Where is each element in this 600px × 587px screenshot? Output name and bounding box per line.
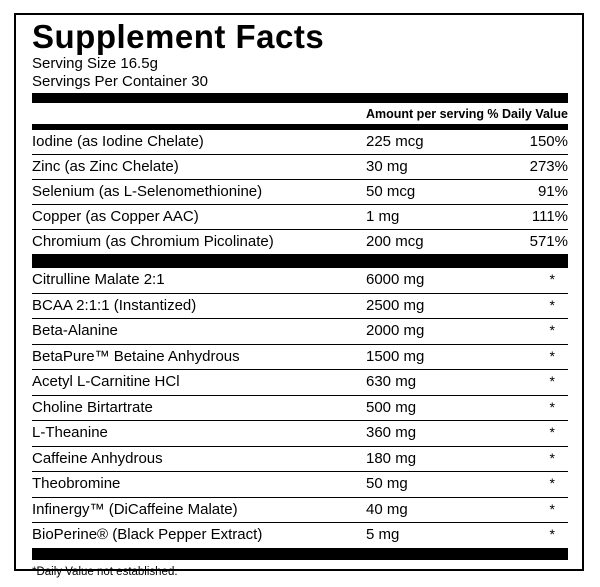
ingredient-daily-value: 273%	[529, 158, 568, 175]
ingredient-row: Caffeine Anhydrous 180 mg *	[32, 447, 568, 472]
ingredient-daily-value: *	[549, 373, 555, 389]
ingredient-daily-value: 571%	[529, 233, 568, 250]
ingredient-daily-value: 150%	[529, 133, 568, 150]
ingredient-name: Beta-Alanine	[32, 322, 118, 339]
ingredient-row: Theobromine 50 mg *	[32, 472, 568, 498]
ingredient-amount: 5 mg	[366, 526, 400, 543]
ingredient-amount: 2000 mg	[366, 322, 425, 339]
ingredient-name: Acetyl L-Carnitine HCl	[32, 373, 180, 390]
ingredients-section: Citrulline Malate 2:1 6000 mg * BCAA 2:1:1 …	[32, 268, 568, 548]
section-divider-bar	[32, 124, 568, 130]
ingredient-daily-value: *	[549, 475, 555, 491]
ingredient-amount: 1 mg	[366, 208, 400, 225]
ingredient-row: Infinergy™ (DiCaffeine Malate) 40 mg *	[32, 498, 568, 523]
ingredient-name: Theobromine	[32, 475, 121, 492]
ingredient-daily-value: 111%	[531, 208, 568, 225]
section-divider-bar	[32, 254, 568, 268]
ingredient-amount: 500 mg	[366, 398, 417, 416]
ingredient-row: Selenium (as L-Selenomethionine) 50 mcg 91…	[32, 180, 568, 205]
ingredient-amount: 1500 mg	[366, 347, 425, 365]
serving-size-line: Serving Size 16.5g	[32, 55, 158, 72]
ingredient-amount: 180 mg	[366, 449, 417, 467]
ingredient-name: Iodine (as Iodine Chelate)	[32, 133, 204, 150]
ingredient-row: BCAA 2:1:1 (Instantized) 2500 mg *	[32, 294, 568, 319]
ingredient-daily-value: *	[549, 500, 555, 517]
servings-per-container-line: Servings Per Container 30	[32, 72, 208, 90]
ingredient-row: L-Theanine 360 mg *	[32, 421, 568, 447]
ingredient-row: Beta-Alanine 2000 mg *	[32, 319, 568, 345]
ingredient-daily-value: *	[549, 424, 555, 440]
ingredient-daily-value: *	[549, 398, 555, 415]
ingredient-name: BetaPure™ Betaine Anhydrous	[32, 347, 240, 365]
ingredient-name: Zinc (as Zinc Chelate)	[32, 158, 179, 175]
minerals-section: Iodine (as Iodine Chelate) 225 mcg 150% Zin…	[32, 130, 568, 254]
ingredient-row: BioPerine® (Black Pepper Extract) 5 mg *	[32, 523, 568, 548]
ingredient-amount: 360 mg	[366, 424, 417, 441]
ingredient-name: Infinergy™ (DiCaffeine Malate)	[32, 500, 238, 518]
column-header-row: Amount per serving % Daily Value	[32, 103, 568, 124]
ingredient-amount: 50 mcg	[366, 183, 416, 200]
ingredient-name: L-Theanine	[32, 424, 108, 441]
ingredient-name: BCAA 2:1:1 (Instantized)	[32, 296, 197, 314]
ingredient-name: Choline Birtartrate	[32, 398, 153, 416]
ingredient-daily-value: *	[549, 296, 555, 313]
ingredient-name: BioPerine® (Black Pepper Extract)	[32, 526, 263, 543]
ingredient-daily-value: *	[549, 449, 555, 466]
ingredient-daily-value: *	[549, 322, 555, 338]
ingredient-amount: 2500 mg	[366, 296, 425, 314]
ingredient-row: Zinc (as Zinc Chelate) 30 mg 273%	[32, 155, 568, 180]
ingredient-row: Citrulline Malate 2:1 6000 mg *	[32, 268, 568, 294]
ingredient-amount: 40 mg	[366, 500, 408, 518]
footnote: *Daily Value not established.	[32, 565, 178, 578]
column-header-daily-value: % Daily Value	[487, 107, 568, 121]
ingredient-amount: 50 mg	[366, 475, 408, 492]
ingredient-amount: 6000 mg	[366, 271, 425, 288]
ingredient-name: Caffeine Anhydrous	[32, 449, 163, 467]
ingredient-amount: 200 mcg	[366, 233, 424, 250]
column-header-amount: Amount per serving	[366, 107, 485, 121]
ingredient-name: Copper (as Copper AAC)	[32, 208, 199, 225]
ingredient-row: Choline Birtartrate 500 mg *	[32, 396, 568, 421]
ingredient-amount: 225 mcg	[366, 133, 424, 150]
ingredient-name: Citrulline Malate 2:1	[32, 271, 165, 288]
ingredient-name: Selenium (as L-Selenomethionine)	[32, 183, 263, 200]
ingredient-amount: 30 mg	[366, 158, 408, 175]
ingredient-row: Chromium (as Chromium Picolinate) 200 mcg…	[32, 230, 568, 254]
ingredient-name: Chromium (as Chromium Picolinate)	[32, 233, 274, 250]
ingredient-row: Iodine (as Iodine Chelate) 225 mcg 150%	[32, 130, 568, 155]
ingredient-amount: 630 mg	[366, 373, 417, 390]
section-divider-bar	[32, 93, 568, 103]
ingredient-daily-value: *	[549, 271, 555, 287]
ingredient-row: Copper (as Copper AAC) 1 mg 111%	[32, 205, 568, 230]
ingredient-row: Acetyl L-Carnitine HCl 630 mg *	[32, 370, 568, 396]
ingredient-daily-value: 91%	[537, 183, 568, 200]
supplement-facts-panel: Supplement Facts Serving Size 16.5g Serv…	[14, 13, 584, 578]
ingredient-daily-value: *	[549, 347, 555, 364]
section-divider-bar	[32, 547, 568, 560]
ingredient-daily-value: *	[549, 526, 555, 542]
ingredient-row: BetaPure™ Betaine Anhydrous 1500 mg *	[32, 345, 568, 370]
supplement-facts-title: Supplement Facts	[32, 18, 325, 55]
